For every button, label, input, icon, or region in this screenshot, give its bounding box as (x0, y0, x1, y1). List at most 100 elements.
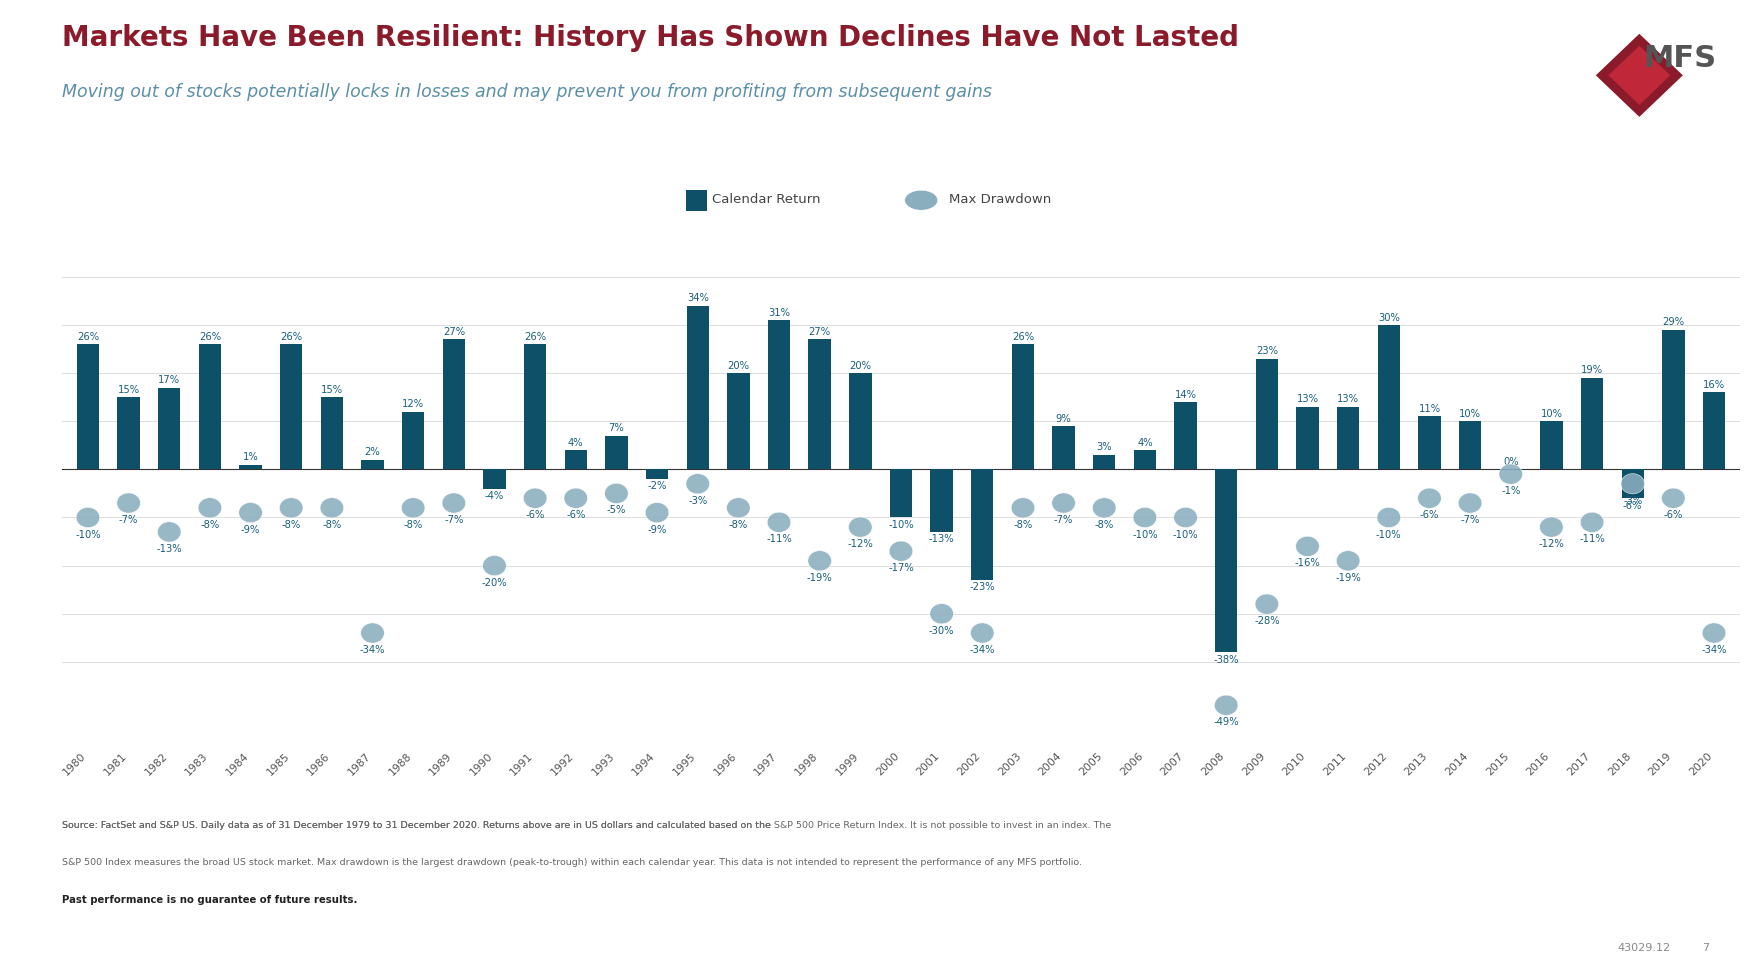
Bar (1254, 359, 1277, 469)
Bar (483, 469, 506, 489)
Text: -12%: -12% (847, 539, 873, 549)
Text: 2004: 2004 (1037, 751, 1063, 778)
Ellipse shape (401, 498, 425, 518)
Bar (604, 435, 627, 469)
Text: -20%: -20% (481, 577, 508, 588)
Ellipse shape (199, 498, 221, 518)
Bar (929, 469, 952, 532)
Text: -8%: -8% (281, 520, 300, 530)
Text: 12%: 12% (402, 399, 423, 409)
Bar (1418, 416, 1439, 469)
Text: 26%: 26% (199, 331, 221, 342)
Bar (1012, 344, 1033, 469)
Text: 2013: 2013 (1402, 751, 1428, 778)
Text: 1998: 1998 (792, 751, 819, 778)
Text: 2%: 2% (364, 447, 380, 457)
Ellipse shape (1335, 551, 1360, 571)
Bar (1660, 330, 1683, 469)
Text: -30%: -30% (928, 626, 954, 636)
Bar (1174, 402, 1197, 469)
Bar (1052, 426, 1074, 469)
Text: 1996: 1996 (712, 751, 738, 778)
Text: -9%: -9% (241, 525, 260, 535)
Ellipse shape (1091, 498, 1116, 518)
Text: 1988: 1988 (387, 751, 413, 778)
Text: 15%: 15% (320, 385, 343, 395)
Text: -3%: -3% (687, 496, 706, 505)
Text: -6%: -6% (1622, 501, 1641, 510)
Text: -8%: -8% (404, 520, 422, 530)
Ellipse shape (970, 623, 993, 643)
Bar (808, 339, 831, 469)
Text: 2020: 2020 (1687, 751, 1713, 778)
Bar (320, 398, 343, 469)
Ellipse shape (1458, 493, 1481, 513)
Text: 13%: 13% (1295, 395, 1318, 404)
Text: -19%: -19% (1335, 573, 1360, 583)
Text: 2005: 2005 (1077, 751, 1103, 778)
Text: Source: FactSet and S&P US. Daily data as of 31 December 1979 to 31 December 202: Source: FactSet and S&P US. Daily data a… (61, 821, 1110, 830)
Text: 1989: 1989 (427, 751, 453, 778)
Text: -17%: -17% (887, 563, 914, 573)
Ellipse shape (158, 522, 181, 542)
Bar (239, 465, 262, 469)
Text: 10%: 10% (1539, 409, 1562, 419)
Bar (524, 344, 546, 469)
Ellipse shape (1214, 695, 1237, 715)
Text: -13%: -13% (928, 535, 954, 544)
Text: 13%: 13% (1337, 395, 1358, 404)
Text: -12%: -12% (1537, 539, 1564, 549)
Text: -34%: -34% (968, 645, 994, 655)
Ellipse shape (905, 191, 936, 210)
Bar (1620, 469, 1643, 499)
Text: -7%: -7% (1460, 515, 1479, 525)
Text: -34%: -34% (1701, 645, 1725, 655)
Ellipse shape (808, 551, 831, 571)
Text: 2010: 2010 (1281, 751, 1307, 778)
Ellipse shape (1539, 517, 1562, 538)
Bar (279, 344, 302, 469)
Text: 1991: 1991 (508, 751, 534, 778)
Text: 2017: 2017 (1564, 751, 1592, 778)
Ellipse shape (1660, 488, 1685, 508)
Text: -6%: -6% (1420, 510, 1439, 520)
Text: -1%: -1% (1500, 486, 1520, 496)
Text: 1990: 1990 (467, 751, 494, 778)
Text: -6%: -6% (525, 510, 545, 520)
Bar (727, 373, 748, 469)
Text: -7%: -7% (1052, 515, 1074, 525)
Ellipse shape (279, 498, 302, 518)
Text: -19%: -19% (806, 573, 833, 583)
Ellipse shape (320, 498, 343, 518)
Text: 17%: 17% (158, 375, 181, 385)
Ellipse shape (766, 512, 791, 533)
Ellipse shape (239, 503, 262, 523)
Text: -8%: -8% (1012, 520, 1031, 530)
Text: 11%: 11% (1418, 404, 1439, 414)
Bar (158, 388, 181, 469)
Text: -49%: -49% (1212, 717, 1239, 727)
Text: 1995: 1995 (671, 751, 698, 778)
Text: -6%: -6% (566, 510, 585, 520)
Text: -10%: -10% (887, 520, 914, 530)
Ellipse shape (929, 604, 952, 624)
Ellipse shape (1416, 488, 1441, 508)
Text: 2002: 2002 (956, 751, 982, 778)
Bar (118, 398, 141, 469)
Text: 1999: 1999 (833, 751, 859, 778)
Bar (564, 450, 587, 469)
Text: 29%: 29% (1662, 317, 1683, 328)
Text: -5%: -5% (606, 505, 625, 515)
Text: 1%: 1% (242, 452, 258, 462)
Text: 4%: 4% (1137, 437, 1153, 448)
Text: -4%: -4% (485, 491, 504, 501)
Ellipse shape (116, 493, 141, 513)
Text: 27%: 27% (443, 327, 464, 337)
Polygon shape (1608, 46, 1669, 105)
Text: 43029.12: 43029.12 (1616, 943, 1669, 953)
Text: -8%: -8% (1095, 520, 1114, 530)
Text: Moving out of stocks potentially locks in losses and may prevent you from profit: Moving out of stocks potentially locks i… (61, 83, 991, 101)
Text: 30%: 30% (1377, 313, 1399, 323)
Text: 16%: 16% (1703, 380, 1724, 390)
Ellipse shape (1174, 507, 1197, 528)
